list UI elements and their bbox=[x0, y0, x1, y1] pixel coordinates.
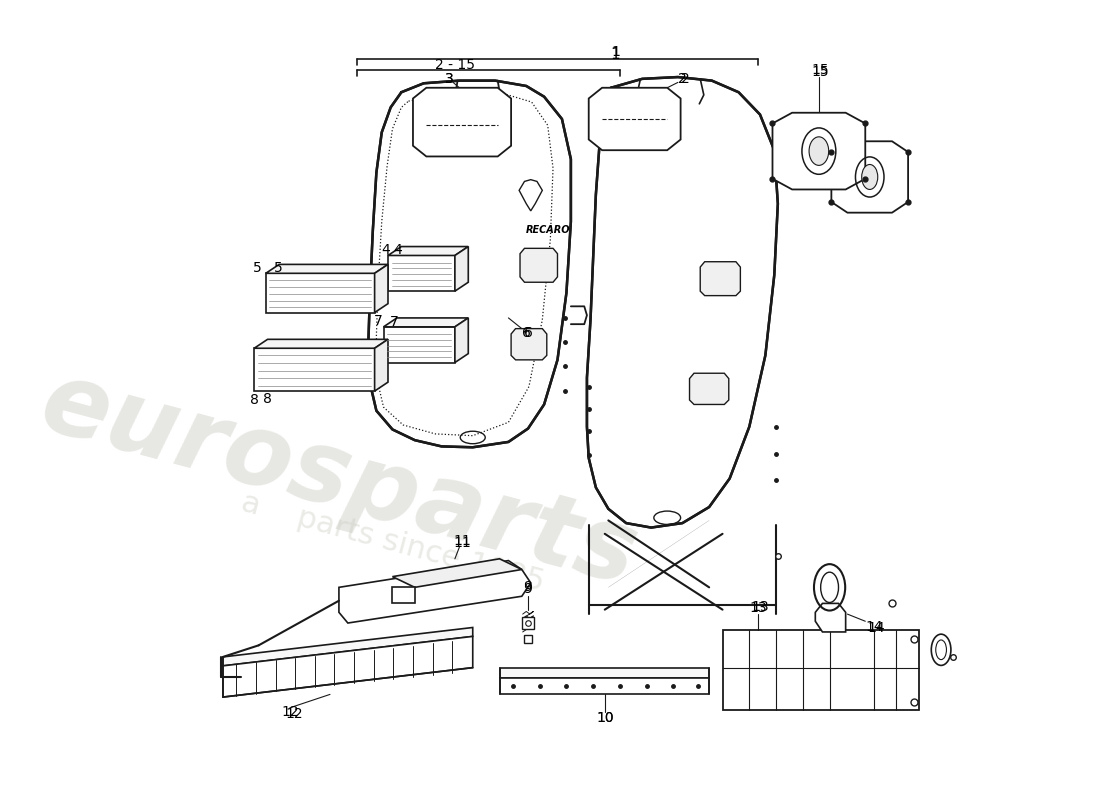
Polygon shape bbox=[701, 262, 740, 296]
Polygon shape bbox=[266, 274, 375, 313]
Text: 10: 10 bbox=[596, 711, 614, 726]
Text: 12: 12 bbox=[286, 707, 304, 721]
Text: 11: 11 bbox=[453, 536, 471, 550]
Polygon shape bbox=[393, 587, 415, 603]
Ellipse shape bbox=[861, 165, 878, 190]
Polygon shape bbox=[512, 329, 547, 360]
Text: 15: 15 bbox=[812, 65, 829, 78]
Text: 5: 5 bbox=[274, 261, 283, 275]
Text: 6: 6 bbox=[521, 326, 530, 340]
Text: 5: 5 bbox=[253, 261, 261, 275]
Polygon shape bbox=[384, 327, 455, 362]
Polygon shape bbox=[393, 558, 521, 587]
Text: 14: 14 bbox=[867, 622, 884, 635]
Text: eurosparts: eurosparts bbox=[31, 354, 647, 606]
Polygon shape bbox=[368, 81, 571, 447]
Text: 13: 13 bbox=[751, 600, 769, 614]
Polygon shape bbox=[499, 668, 710, 678]
Text: 12: 12 bbox=[280, 706, 299, 719]
Polygon shape bbox=[388, 255, 455, 291]
Text: 11: 11 bbox=[453, 534, 471, 548]
Polygon shape bbox=[412, 88, 512, 157]
Text: 4: 4 bbox=[394, 243, 403, 257]
Text: 15: 15 bbox=[812, 63, 829, 77]
Text: 4: 4 bbox=[381, 243, 389, 257]
Text: 6: 6 bbox=[524, 326, 532, 340]
Polygon shape bbox=[520, 248, 558, 282]
Polygon shape bbox=[223, 627, 473, 666]
Text: RECARO: RECARO bbox=[526, 226, 571, 235]
Text: 1: 1 bbox=[610, 47, 620, 62]
Polygon shape bbox=[384, 318, 469, 327]
Polygon shape bbox=[832, 142, 909, 213]
Polygon shape bbox=[455, 246, 469, 291]
Polygon shape bbox=[339, 561, 530, 623]
Text: 2: 2 bbox=[681, 72, 690, 86]
Polygon shape bbox=[772, 113, 866, 190]
Polygon shape bbox=[375, 339, 388, 391]
Text: 7: 7 bbox=[389, 315, 398, 330]
Text: 2 - 15: 2 - 15 bbox=[434, 58, 475, 71]
Polygon shape bbox=[588, 88, 681, 150]
Text: 7: 7 bbox=[374, 314, 383, 329]
Polygon shape bbox=[587, 77, 778, 527]
Text: 8: 8 bbox=[263, 392, 272, 406]
Ellipse shape bbox=[821, 572, 838, 602]
Text: 2: 2 bbox=[678, 72, 686, 86]
Text: 3: 3 bbox=[446, 72, 454, 86]
Polygon shape bbox=[254, 348, 375, 391]
Polygon shape bbox=[690, 374, 729, 405]
Text: a    parts since 1985: a parts since 1985 bbox=[238, 488, 548, 598]
Text: 9: 9 bbox=[524, 582, 532, 596]
Polygon shape bbox=[815, 603, 846, 632]
Text: 8: 8 bbox=[250, 393, 258, 407]
Polygon shape bbox=[723, 630, 918, 710]
Polygon shape bbox=[254, 339, 388, 348]
Text: 1: 1 bbox=[610, 45, 620, 59]
Text: 9: 9 bbox=[524, 580, 532, 594]
Ellipse shape bbox=[936, 640, 946, 660]
Polygon shape bbox=[499, 678, 710, 694]
Polygon shape bbox=[375, 264, 388, 313]
Text: 14: 14 bbox=[866, 621, 883, 634]
Polygon shape bbox=[266, 264, 388, 274]
Text: 3: 3 bbox=[446, 72, 454, 86]
Polygon shape bbox=[223, 637, 473, 697]
Polygon shape bbox=[455, 318, 469, 362]
Ellipse shape bbox=[810, 137, 828, 166]
Polygon shape bbox=[388, 246, 469, 255]
Text: 10: 10 bbox=[596, 711, 614, 726]
Text: 13: 13 bbox=[749, 601, 767, 615]
